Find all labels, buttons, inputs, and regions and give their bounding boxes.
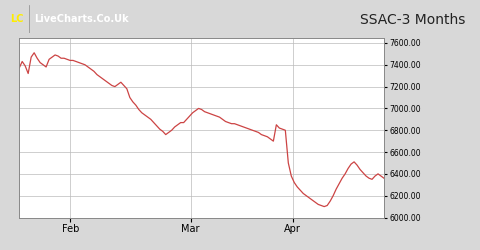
Text: LC: LC xyxy=(10,14,24,24)
Text: SSAC-3 Months: SSAC-3 Months xyxy=(360,12,466,26)
Text: LiveCharts.Co.Uk: LiveCharts.Co.Uk xyxy=(34,14,129,24)
